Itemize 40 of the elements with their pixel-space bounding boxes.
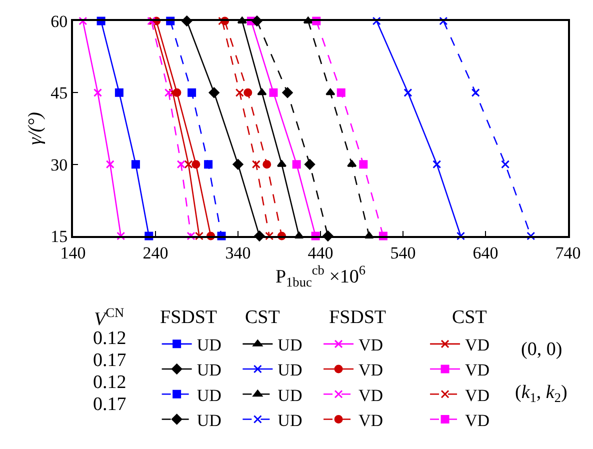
legend-label: UD bbox=[278, 386, 302, 405]
text: 0.12 bbox=[93, 372, 126, 393]
legend-label: UD bbox=[196, 386, 222, 405]
x-tick-label: 240 bbox=[142, 243, 168, 262]
y-axis-title: γ/(°) bbox=[24, 112, 46, 146]
text: (0, 0) bbox=[521, 339, 562, 360]
text: 0.17 bbox=[93, 350, 126, 371]
legend-label: UD bbox=[196, 410, 222, 430]
x-tick-label: 440 bbox=[308, 243, 334, 262]
x-tick-label: 640 bbox=[472, 243, 498, 262]
legend-label: VD bbox=[465, 336, 490, 355]
x-tick-label: 340 bbox=[225, 243, 251, 262]
text: CST bbox=[245, 307, 280, 328]
y-tick-label: 60 bbox=[50, 12, 68, 31]
text: FSDST bbox=[160, 307, 218, 328]
legend-label: VD bbox=[358, 410, 384, 430]
legend-label: VD bbox=[358, 360, 384, 380]
text: V$^{CN}$ bbox=[94, 305, 124, 330]
legend-label: VD bbox=[465, 386, 490, 405]
y-tick-label: 45 bbox=[50, 84, 68, 103]
legend-label: VD bbox=[358, 336, 384, 355]
text: CST bbox=[452, 307, 488, 328]
x-axis-title: P$_{1buc}$$^{cb}$ ×10$^{6}$ bbox=[275, 262, 366, 290]
legend-label: UD bbox=[196, 360, 222, 380]
x-tick-label: 140 bbox=[60, 243, 86, 262]
text: (k$_{1}$, k$_{2}$) bbox=[515, 382, 568, 405]
text: FSDST bbox=[329, 307, 386, 328]
legend-label: UD bbox=[278, 410, 302, 430]
legend-label: UD bbox=[196, 336, 222, 355]
legend-label: VD bbox=[465, 410, 490, 430]
y-tick-label: 15 bbox=[50, 226, 68, 246]
legend-label: VD bbox=[358, 386, 384, 405]
text: 0.12 bbox=[93, 328, 126, 349]
y-tick-label: 30 bbox=[50, 155, 68, 174]
text: 0.17 bbox=[93, 394, 126, 415]
legend-label: UD bbox=[278, 336, 302, 355]
x-tick-label: 740 bbox=[555, 243, 581, 262]
legend-label: VD bbox=[465, 360, 490, 380]
legend-label: UD bbox=[278, 360, 302, 380]
x-tick-label: 540 bbox=[390, 243, 416, 262]
